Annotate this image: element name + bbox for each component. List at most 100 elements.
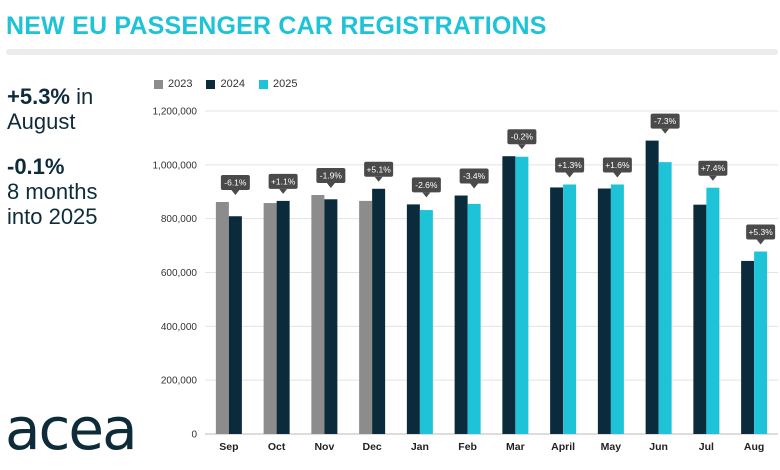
legend-swatch-2023 (154, 79, 163, 89)
change-label: +1.3% (557, 160, 582, 170)
change-label: +7.4% (701, 163, 726, 173)
change-label: +1.6% (605, 160, 630, 170)
legend-swatch-2024 (206, 79, 216, 89)
x-tick-label: Jun (649, 441, 668, 453)
change-label-pointer (470, 183, 479, 189)
change-label: -6.1% (224, 177, 247, 187)
change-label-bg (650, 113, 680, 129)
change-label-bg (268, 173, 298, 189)
chart-title: NEW EU PASSENGER CAR REGISTRATIONS (6, 12, 547, 40)
bar-2024-Feb (454, 195, 468, 434)
legend-item-2023: 2023 (154, 78, 192, 90)
change-label-bg (507, 129, 537, 145)
bar-2024-April (550, 187, 564, 434)
legend-item-2025: 2025 (258, 78, 298, 90)
bar-2023-Nov (311, 194, 325, 434)
x-tick-label: Dec (362, 441, 381, 453)
bar-2025-Mar (515, 156, 529, 434)
change-label: +1.1% (271, 176, 296, 186)
legend-label-2025: 2025 (272, 78, 298, 90)
x-tick-label: Sep (219, 441, 238, 453)
x-tick-label: Oct (268, 441, 286, 453)
stat-august-label: August (7, 109, 76, 134)
title-underline (6, 49, 778, 55)
bar-2025-Jun (658, 162, 672, 434)
change-label: -3.4% (463, 171, 486, 181)
bar-2025-Jan (419, 210, 433, 434)
bar-2023-Oct (263, 203, 277, 434)
legend-swatch-2025 (258, 79, 268, 89)
bar-2024-Sep (228, 216, 242, 434)
change-label: -2.6% (415, 180, 438, 190)
change-label-bg (411, 177, 441, 193)
bar-2024-Oct (276, 200, 290, 434)
change-label-pointer (279, 188, 288, 194)
bar-2025-May (610, 184, 624, 434)
legend-label-2024: 2024 (220, 78, 245, 90)
stat-ytd: -0.1% 8 months into 2025 (7, 154, 98, 229)
change-label-bg (220, 174, 250, 190)
stat-august-in: in (70, 84, 94, 109)
bar-2025-Jul (706, 187, 720, 434)
y-tick-label: 400,000 (161, 322, 198, 333)
change-label-bg (602, 157, 632, 173)
change-label-pointer (661, 128, 670, 134)
change-label: -7.3% (654, 116, 677, 126)
bar-2025-April (563, 184, 577, 434)
bar-2025-Feb (467, 203, 481, 434)
bar-2024-Jul (693, 204, 707, 434)
x-tick-label: Mar (506, 441, 525, 453)
change-label-pointer (756, 239, 765, 245)
change-label-pointer (708, 175, 717, 181)
y-tick-label: 0 (191, 430, 197, 441)
change-label-bg (555, 157, 585, 173)
chart-legend: 2023 2024 2025 (154, 78, 297, 90)
bar-2024-Dec (372, 188, 386, 434)
stat-ytd-label-2: into 2025 (7, 204, 98, 229)
change-label-pointer (613, 172, 622, 178)
change-label-pointer (517, 144, 526, 150)
bar-2024-Nov (324, 199, 338, 434)
bar-2024-Jun (645, 140, 659, 434)
bar-2024-May (597, 188, 611, 434)
bar-2024-Jan (406, 204, 420, 434)
x-tick-label: Jan (411, 441, 429, 453)
change-label: +5.3% (748, 227, 773, 237)
stat-ytd-label-1: 8 months (7, 179, 98, 204)
bar-2024-Aug (741, 260, 755, 434)
y-tick-label: 200,000 (161, 376, 198, 387)
change-label: -1.9% (320, 170, 343, 180)
acea-logo: acea (5, 395, 138, 463)
bar-2024-Mar (502, 156, 516, 434)
x-tick-label: Aug (744, 441, 764, 453)
x-tick-label: Nov (314, 441, 334, 453)
legend-label-2023: 2023 (168, 78, 193, 90)
x-tick-label: Feb (458, 441, 477, 453)
change-label-pointer (422, 192, 431, 198)
change-label-bg (698, 160, 728, 176)
change-label-pointer (231, 189, 240, 195)
y-tick-label: 600,000 (161, 268, 198, 279)
change-label-pointer (326, 182, 335, 188)
change-label-pointer (565, 172, 574, 178)
x-tick-label: May (601, 441, 622, 453)
stat-august: +5.3% in August (7, 84, 93, 134)
change-label-pointer (374, 176, 383, 182)
x-tick-label: Jul (699, 441, 714, 453)
change-label-bg (459, 168, 489, 184)
change-label: -0.2% (511, 132, 534, 142)
change-label-bg (746, 224, 776, 240)
y-tick-label: 1,000,000 (153, 160, 198, 171)
change-label-bg (364, 161, 394, 177)
y-tick-label: 800,000 (161, 214, 198, 225)
x-tick-label: April (551, 441, 575, 453)
stat-ytd-value: -0.1% (7, 154, 65, 179)
bar-2025-Aug (754, 251, 768, 434)
legend-item-2024: 2024 (206, 78, 245, 90)
bar-2023-Sep (215, 201, 229, 434)
y-tick-label: 1,200,000 (153, 107, 198, 118)
change-label-bg (316, 167, 346, 183)
bar-2023-Dec (359, 200, 373, 434)
stat-august-value: +5.3% (7, 84, 70, 109)
